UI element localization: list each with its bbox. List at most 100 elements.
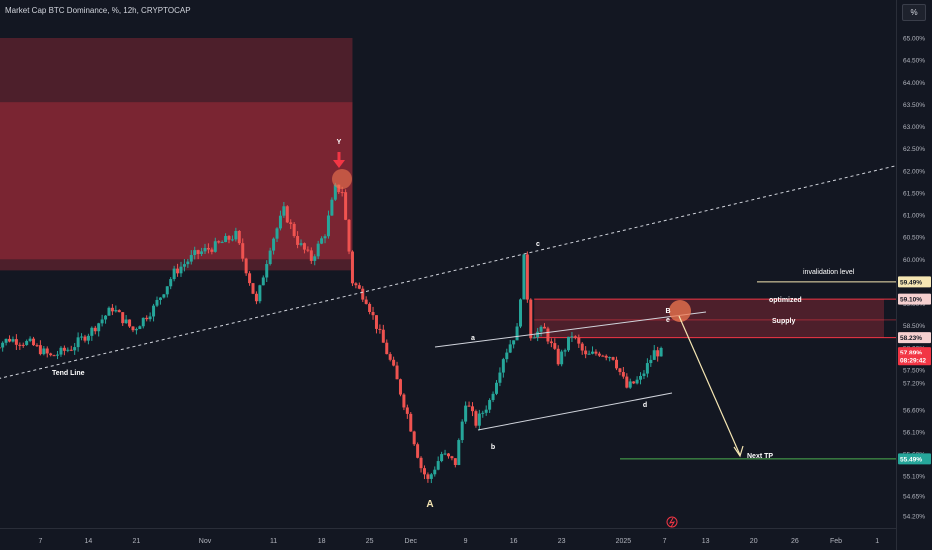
y-tick-label: 64.00% — [903, 80, 925, 87]
candle-body — [422, 468, 426, 475]
candle-body — [488, 400, 492, 410]
candle-body — [32, 338, 36, 346]
candle-body — [594, 351, 598, 354]
candle-body — [546, 328, 550, 342]
candle-body — [258, 285, 262, 302]
candle-body — [649, 359, 653, 364]
invalidation-level-label: invalidation level — [803, 269, 855, 276]
candle-body — [49, 353, 53, 356]
down-arrow-head — [333, 160, 345, 168]
candle-body — [577, 337, 581, 344]
candle-body — [381, 329, 385, 343]
candle-body — [227, 236, 231, 240]
candle-body — [536, 331, 540, 338]
candle-body — [519, 299, 522, 327]
wave-label-e: e — [666, 317, 670, 324]
candle-body — [21, 344, 25, 346]
candle-body — [309, 250, 313, 261]
candle-body — [656, 350, 660, 357]
wave-label-a: a — [471, 335, 475, 342]
candle-body — [45, 348, 49, 354]
next-tp-label: Next TP — [747, 453, 773, 460]
candle-body — [347, 219, 351, 252]
y-tick-label: 63.00% — [903, 124, 925, 131]
candle-body — [642, 373, 646, 376]
y-tick-label: 64.50% — [903, 58, 925, 65]
y-tick-label: 57.50% — [903, 367, 925, 374]
x-tick-label: 7 — [663, 538, 667, 545]
candle-body — [186, 261, 190, 265]
price-label-text: 55.49% — [900, 456, 922, 463]
candle-body — [412, 431, 416, 445]
candle-body — [52, 355, 56, 357]
price-label-box — [898, 332, 931, 344]
candle-body — [464, 405, 468, 422]
candle-body — [296, 236, 300, 245]
price-label-text: 57.89% — [900, 350, 922, 357]
candle-body — [429, 474, 433, 479]
candle-body — [635, 379, 639, 384]
candle-body — [244, 258, 248, 274]
candle-body — [14, 339, 18, 345]
candle-body — [491, 393, 495, 401]
candle-body — [83, 336, 87, 341]
candle-body — [97, 323, 101, 332]
candle-body — [90, 327, 94, 336]
candle-body — [176, 268, 180, 274]
candle-body — [251, 283, 255, 294]
candle-body — [104, 315, 108, 320]
y-tick-label: 55.10% — [903, 474, 925, 481]
lightning-icon — [668, 517, 676, 528]
candle-body — [440, 454, 444, 462]
candle-body — [66, 349, 70, 351]
candle-body — [100, 319, 104, 324]
reversal-circle-b — [669, 300, 691, 322]
candle-body — [28, 338, 32, 341]
candle-body — [268, 250, 272, 265]
x-tick-label: 16 — [510, 538, 518, 545]
wave-label-y: Y — [337, 139, 342, 146]
candle-body — [361, 288, 365, 300]
candle-body — [405, 407, 409, 414]
candle-body — [73, 347, 77, 351]
candle-body — [80, 336, 84, 338]
y-tick-label: 61.00% — [903, 213, 925, 220]
candle-body — [563, 350, 567, 352]
candle-body — [385, 342, 389, 355]
candle-body — [289, 222, 293, 224]
candle-body — [340, 192, 344, 194]
candle-body — [8, 338, 12, 342]
candle-body — [416, 444, 420, 458]
unit-toggle-button[interactable]: % — [902, 4, 926, 21]
candle-body — [371, 311, 375, 316]
candle-body — [131, 326, 135, 331]
candle-body — [659, 347, 663, 357]
candle-body — [313, 256, 317, 261]
candle-body — [494, 382, 498, 394]
candle-body — [76, 337, 80, 348]
candle-body — [639, 375, 643, 380]
candle-body — [601, 355, 605, 357]
candle-body — [611, 357, 615, 360]
channel-lower-line — [477, 392, 673, 431]
candle-body — [162, 294, 166, 298]
x-tick-label: 25 — [366, 538, 374, 545]
candle-body — [172, 268, 176, 280]
candle-body — [69, 349, 73, 351]
x-tick-label: 2025 — [616, 538, 632, 545]
candle-body — [302, 243, 306, 250]
price-label-text: 59.49% — [900, 279, 922, 286]
y-tick-label: 56.10% — [903, 429, 925, 436]
x-tick-label: Feb — [830, 538, 842, 545]
candle-body — [1, 342, 5, 348]
candle-body — [374, 315, 378, 329]
candle-body — [86, 335, 90, 341]
candle-body — [206, 248, 210, 250]
candle-body — [200, 251, 204, 254]
candle-body — [213, 241, 217, 252]
candle-body — [285, 206, 289, 223]
trend-line — [0, 165, 897, 379]
y-tick-label: 60.50% — [903, 235, 925, 242]
x-tick-label: 1 — [875, 538, 879, 545]
